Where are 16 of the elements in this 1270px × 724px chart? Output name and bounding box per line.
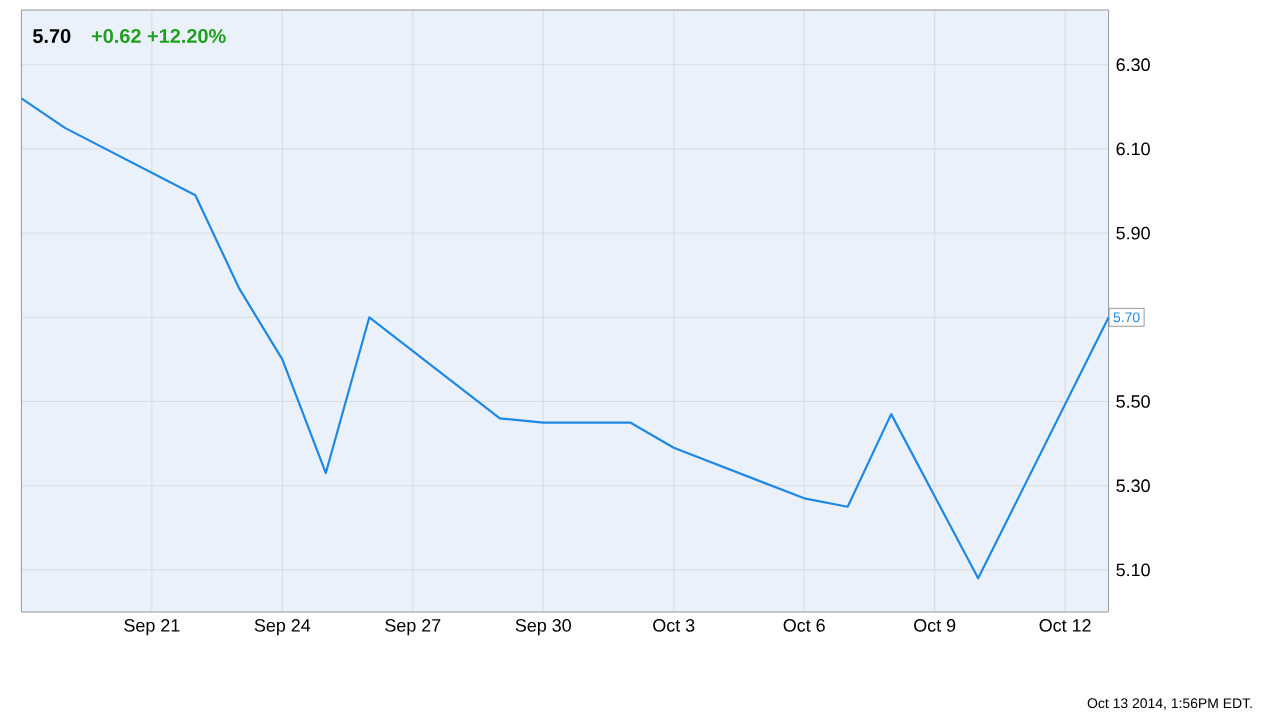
text: +0.62 +12.20%: [91, 28, 226, 44]
y-tick-label: 5.10: [1116, 563, 1150, 577]
y-tick-label: 5.50: [1116, 395, 1150, 408]
text: 5.70: [33, 28, 71, 44]
x-tick-label: Oct 12: [1039, 619, 1091, 632]
x-tick-label: Sep 27: [385, 619, 441, 636]
x-tick-label: Sep 24: [254, 619, 311, 636]
x-tick-label: Oct 6: [783, 619, 825, 632]
y-tick-label: 6.30: [1116, 58, 1150, 72]
x-tick-label: Oct 9: [914, 619, 956, 632]
y-tick-label: 5.30: [1116, 479, 1150, 493]
y-tick-label: 5.90: [1116, 226, 1150, 240]
y-tick-label: 6.10: [1116, 142, 1150, 156]
x-tick-label: Sep 21: [124, 619, 180, 636]
x-tick-label: Sep 30: [515, 619, 571, 636]
x-tick-label: Oct 3: [653, 619, 695, 632]
